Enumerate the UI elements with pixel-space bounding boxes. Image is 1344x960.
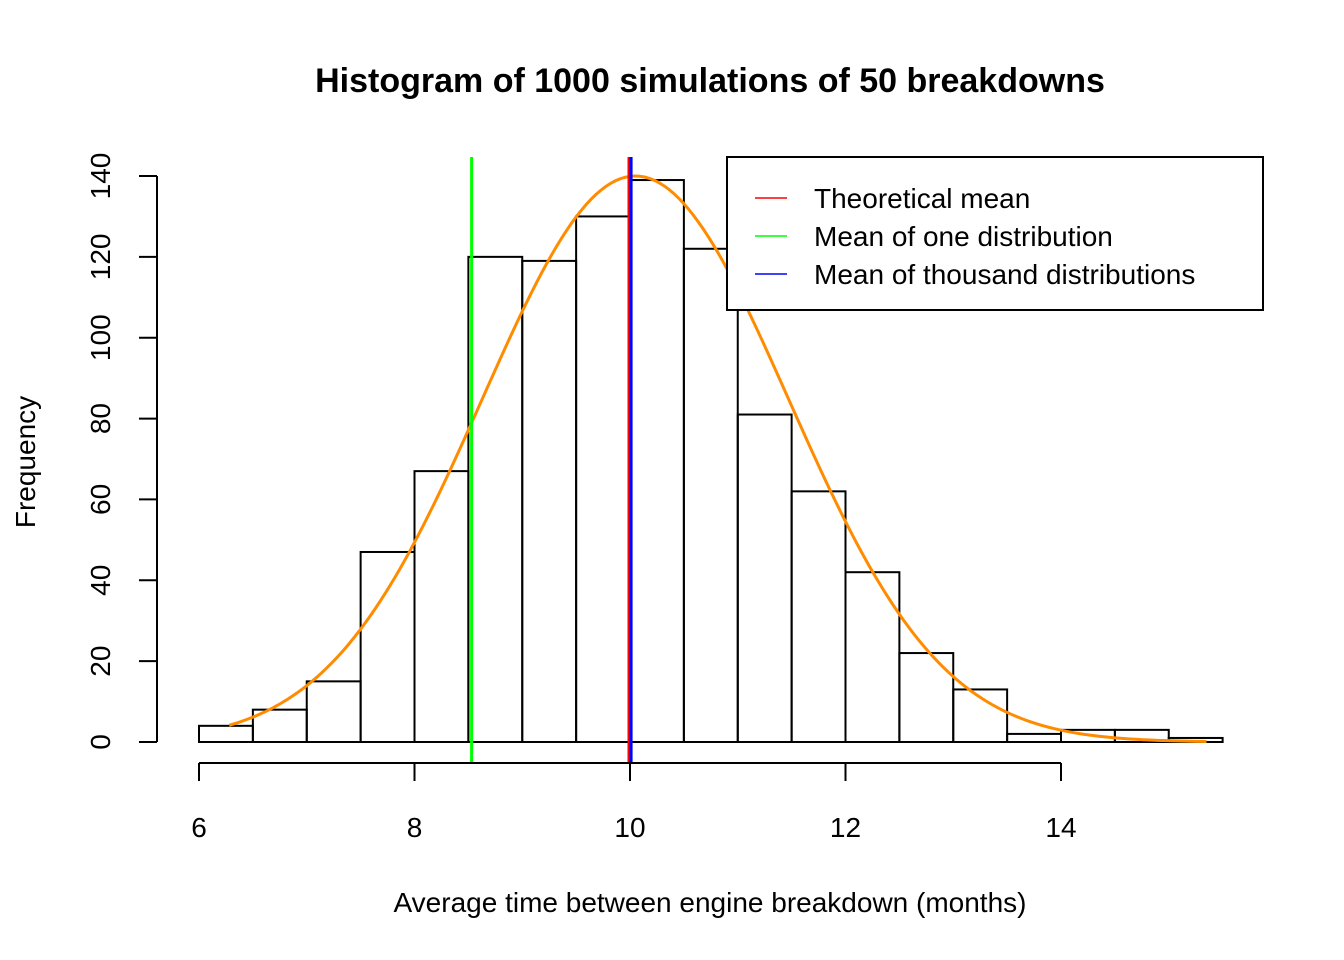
density-curve-layer [228, 174, 1207, 743]
histogram-bar-12 [844, 571, 901, 744]
histogram-bar-2 [305, 680, 362, 743]
x-tick-label-1: 8 [407, 812, 423, 843]
legend: Theoretical mean Mean of one distribution… [726, 156, 1264, 311]
y-tick-label-7: 140 [85, 153, 116, 200]
bars-layer [198, 179, 1224, 744]
histogram-bar-3 [359, 550, 416, 743]
y-tick-label-5: 100 [85, 314, 116, 361]
histogram-bar-10 [736, 413, 793, 743]
mean-lines-layer [470, 157, 633, 762]
x-tick-label-0: 6 [191, 812, 207, 843]
x-tick-label-3: 12 [830, 812, 861, 843]
histogram-bar-9 [682, 247, 739, 743]
legend-label-1: Mean of one distribution [814, 221, 1113, 252]
histogram-bar-14 [952, 688, 1009, 744]
histogram-bar-0 [198, 724, 254, 743]
histogram-bar-11 [790, 490, 847, 744]
y-tick-label-3: 60 [85, 484, 116, 515]
y-axis-label: Frequency [10, 396, 41, 528]
y-tick-label-0: 0 [85, 734, 116, 750]
histogram-bar-7 [575, 215, 631, 743]
legend-label-2: Mean of thousand distributions [814, 259, 1195, 290]
y-tick-label-2: 40 [85, 565, 116, 596]
density-curve [228, 174, 1207, 743]
chart-title: Histogram of 1000 simulations of 50 brea… [315, 62, 1105, 100]
histogram-bar-6 [521, 259, 578, 743]
histogram-bar-15 [1006, 732, 1062, 744]
legend-box [726, 156, 1264, 311]
y-tick-label-6: 120 [85, 233, 116, 280]
histogram-bar-8 [629, 179, 685, 744]
legend-label-0: Theoretical mean [814, 183, 1030, 214]
x-tick-label-4: 14 [1045, 812, 1076, 843]
y-tick-label-4: 80 [85, 403, 116, 434]
x-axis-label: Average time between engine breakdown (m… [394, 887, 1027, 918]
histogram-bar-17 [1113, 728, 1170, 743]
x-tick-label-2: 10 [614, 812, 645, 843]
histogram-bar-4 [413, 470, 470, 743]
histogram-bar-13 [898, 652, 955, 743]
y-tick-label-1: 20 [85, 646, 116, 677]
